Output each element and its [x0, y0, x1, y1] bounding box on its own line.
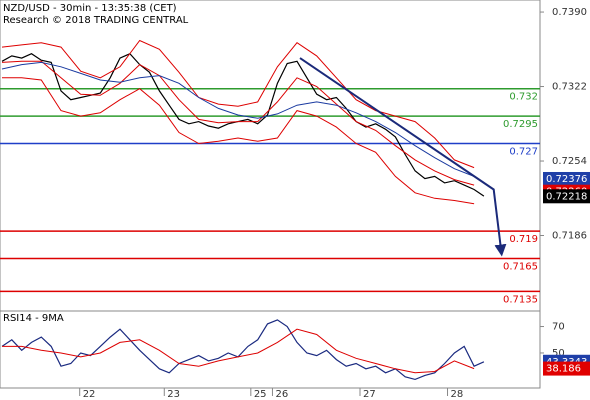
series-line — [2, 77, 475, 205]
x-tick-label: 26 — [275, 389, 288, 400]
level-label: 0.7165 — [503, 262, 538, 273]
rsi-title: RSI14 - 9MA — [3, 313, 64, 324]
level-label: 0.719 — [509, 234, 538, 245]
series-line — [2, 328, 475, 374]
price-box — [543, 189, 590, 204]
level-label: 0.7295 — [503, 119, 538, 130]
level-label: 0.732 — [509, 92, 538, 103]
y-tick-label: 0.7254 — [552, 156, 587, 167]
x-tick-label: 28 — [451, 389, 464, 400]
plot-frame — [0, 0, 541, 389]
y-tick-label: 0.7322 — [552, 82, 587, 93]
series-line — [1, 39, 475, 169]
level-label: 0.7135 — [503, 294, 538, 305]
series-line — [1, 61, 475, 177]
chart-subtitle: Research © 2018 TRADING CENTRAL — [3, 15, 189, 26]
x-tick-label: 23 — [167, 389, 180, 400]
price-box-label: 0.72376 — [546, 174, 587, 185]
series-line — [1, 60, 475, 186]
price-box — [543, 171, 590, 186]
y-tick-label: 0.7390 — [552, 7, 587, 18]
price-box-label: 0.72218 — [546, 191, 587, 202]
trend-line — [299, 57, 507, 257]
y-tick-label: 70 — [552, 322, 565, 333]
series-line — [1, 319, 485, 381]
x-tick-label: 27 — [363, 389, 376, 400]
price-box — [543, 361, 590, 376]
x-tick-label: 25 — [254, 389, 267, 400]
level-label: 0.727 — [509, 146, 538, 157]
y-tick-label: 50 — [552, 348, 565, 359]
x-tick-label: 22 — [83, 389, 96, 400]
price-box-label: 38.186 — [546, 364, 581, 375]
chart-title: NZD/USD - 30min - 13:35:38 (CET) — [3, 3, 177, 14]
y-tick-label: 0.7186 — [552, 231, 587, 242]
